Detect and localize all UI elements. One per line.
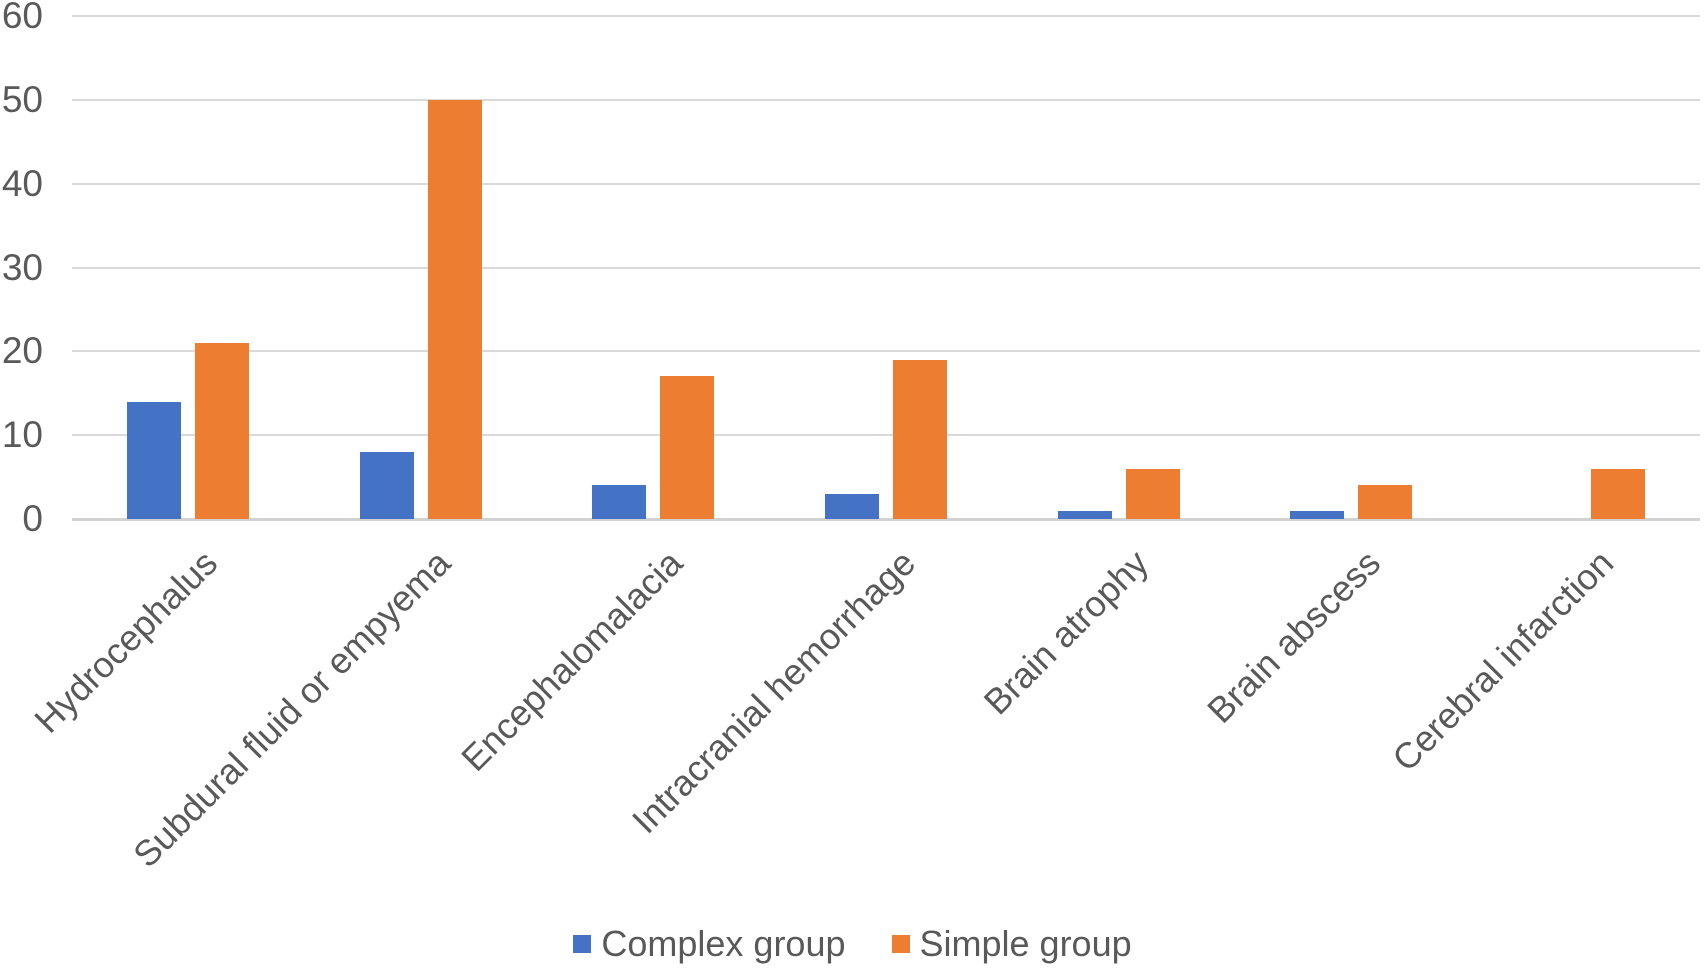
bar-simple-group [428,100,482,519]
legend-swatch [891,935,910,953]
gridline [72,266,1700,269]
category-label: Cerebral infarction [1384,542,1621,779]
y-tick-label: 20 [1,330,43,372]
category-label: Hydrocephalus [26,542,225,741]
gridline [72,350,1700,353]
bar-complex-group [1290,511,1344,519]
category-label: Encephalomalacia [452,542,690,780]
bar-simple-group [1358,485,1412,519]
y-tick-label: 10 [1,414,43,456]
bar-simple-group [1591,469,1645,519]
y-tick-label: 40 [1,162,43,204]
legend-label: Simple group [919,923,1132,964]
y-tick-label: 50 [1,78,43,120]
y-tick-label: 60 [1,0,43,36]
gridline [72,434,1700,437]
gridline [72,98,1700,101]
legend: Complex group Simple group [0,922,1705,966]
bar-complex-group [1058,511,1112,519]
bar-complex-group [592,485,646,519]
gridline [72,15,1700,17]
bar-complex-group [360,452,414,519]
bar-complex-group [127,402,181,519]
legend-item: Simple group [891,922,1132,966]
bar-simple-group [195,343,249,519]
bar-simple-group [1126,469,1180,519]
bar-complex-group [825,494,879,519]
category-label: Brain abscess [1199,542,1388,731]
x-axis-line [72,518,1700,521]
legend-label: Complex group [601,923,846,964]
bar-simple-group [893,360,947,519]
legend-swatch [573,935,592,953]
y-tick-label: 0 [22,498,43,539]
bar-simple-group [660,376,714,519]
y-tick-label: 30 [1,246,43,288]
legend-item: Complex group [573,922,846,966]
category-label: Brain atrophy [975,542,1156,723]
gridline [72,182,1700,185]
